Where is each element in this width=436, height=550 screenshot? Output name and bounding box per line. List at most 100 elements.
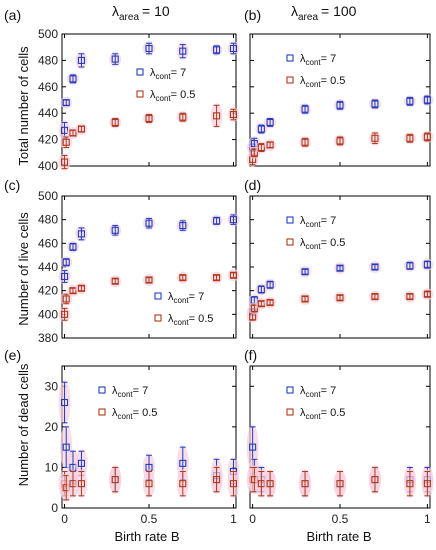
panel-letter: (e) — [4, 347, 21, 363]
legend-label-red: λcont= 0.5 — [300, 407, 345, 421]
data-point — [406, 262, 414, 270]
data-point — [179, 459, 187, 467]
data-point — [179, 47, 187, 55]
data-point — [371, 293, 379, 301]
data-point — [257, 285, 265, 294]
data-point — [423, 480, 431, 488]
legend-label-blue: λcont= 7 — [150, 67, 186, 81]
legend-marker — [286, 386, 294, 394]
y-tick-label: 400 — [38, 307, 58, 321]
x-tick-label: 0 — [61, 512, 68, 526]
data-point — [77, 284, 85, 292]
data-point — [213, 217, 221, 225]
data-point — [371, 263, 379, 271]
data-point — [179, 113, 187, 121]
data-point — [406, 293, 414, 301]
legend: λcont= 7 λcont= 0.5 — [154, 291, 213, 327]
panel-letter: (c) — [4, 177, 20, 193]
legend-marker — [98, 386, 106, 394]
ylabel-live-cells: Number of live cells — [16, 212, 31, 326]
data-point — [301, 295, 309, 303]
x-tick-label: 1 — [230, 512, 237, 526]
y-tick-label: 380 — [38, 331, 58, 345]
data-point — [179, 480, 187, 488]
legend-label-red: λcont= 0.5 — [168, 313, 213, 327]
data-point — [60, 158, 69, 166]
x-tick-label: 1 — [424, 512, 431, 526]
panel-e: (e) 0 10 20 30 0 0.5 1 λcont= 7 λcont= 0.5 — [4, 347, 240, 526]
legend-marker — [286, 76, 294, 84]
y-tick-label: 480 — [38, 213, 58, 227]
data-point — [62, 99, 70, 107]
series-blue — [246, 258, 434, 318]
data-point — [257, 143, 265, 152]
data-point — [62, 138, 70, 146]
y-tick-label: 440 — [38, 106, 58, 120]
xlabel-right: Birth rate B — [306, 529, 371, 544]
data-point — [336, 294, 344, 302]
y-tick-label: 420 — [38, 284, 58, 298]
data-point — [111, 226, 119, 234]
data-point — [69, 243, 77, 251]
data-point — [60, 398, 69, 407]
legend-marker — [154, 292, 162, 300]
legend-label-blue: λcont= 7 — [112, 385, 148, 399]
data-point — [336, 137, 344, 145]
data-point — [257, 125, 265, 133]
legend: λcont= 7 λcont= 0.5 — [286, 215, 345, 251]
legend-label-red: λcont= 0.5 — [300, 75, 345, 89]
data-point — [336, 264, 344, 272]
data-point — [371, 476, 379, 484]
data-point — [301, 268, 309, 276]
legend: λcont= 7 λcont= 0.5 — [98, 385, 157, 421]
data-point — [406, 134, 414, 142]
legend-label-blue: λcont= 7 — [168, 291, 204, 305]
data-point — [266, 141, 274, 149]
data-point — [250, 304, 258, 312]
legend-marker — [98, 408, 106, 416]
data-point — [69, 75, 77, 83]
series-red — [58, 103, 240, 171]
data-point — [229, 110, 238, 119]
data-point — [423, 96, 431, 104]
data-point — [213, 46, 221, 54]
y-tick-label: 500 — [38, 189, 58, 203]
data-point — [266, 281, 274, 289]
data-point — [229, 216, 238, 224]
legend-label-red: λcont= 0.5 — [300, 237, 345, 251]
data-point — [250, 149, 258, 157]
series-red — [246, 465, 434, 498]
data-point — [111, 476, 119, 484]
series-blue — [58, 41, 240, 141]
data-point — [145, 276, 153, 284]
data-point — [145, 44, 153, 53]
data-point — [145, 219, 153, 227]
legend-marker — [286, 54, 294, 62]
y-tick-label: 480 — [38, 53, 58, 67]
ylabel-dead-cells: Number of dead cells — [16, 363, 31, 486]
data-point — [371, 100, 379, 108]
x-tick-label: 0 — [249, 512, 256, 526]
xlabel-left: Birth rate B — [114, 529, 179, 544]
y-tick-label: 420 — [38, 133, 58, 147]
panel-letter: (a) — [4, 7, 21, 23]
data-point — [213, 274, 221, 282]
data-point — [111, 55, 119, 63]
data-point — [77, 125, 85, 133]
series-red — [246, 288, 434, 323]
data-point — [77, 480, 85, 488]
panel-c: (c) 380 400 420 440 460 480 500 λcont= 7 λcont= 0… — [4, 177, 240, 345]
data-point — [336, 480, 344, 488]
data-point — [423, 290, 431, 298]
data-point — [229, 480, 238, 488]
panel-letter: (b) — [244, 7, 261, 23]
data-point — [77, 459, 85, 467]
data-point — [111, 277, 119, 285]
legend: λcont= 7 λcont= 0.5 — [286, 53, 345, 89]
legend: λcont= 7 λcont= 0.5 — [286, 385, 345, 421]
x-tick-label: 0.5 — [141, 512, 158, 526]
data-point — [77, 56, 85, 64]
y-tick-label: 440 — [38, 260, 58, 274]
